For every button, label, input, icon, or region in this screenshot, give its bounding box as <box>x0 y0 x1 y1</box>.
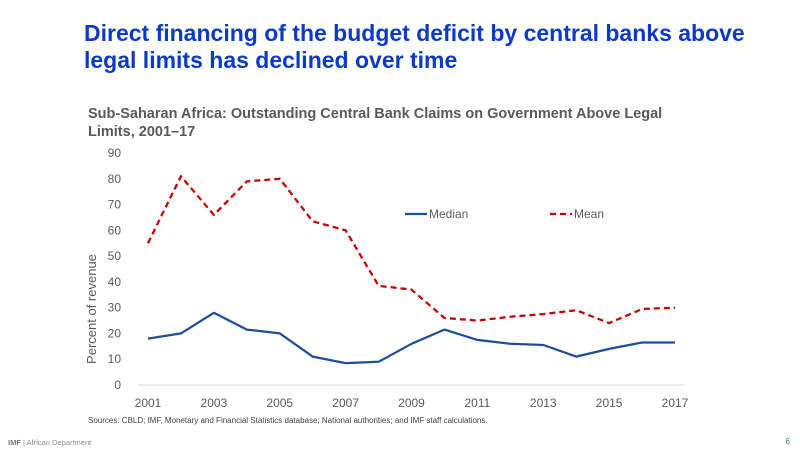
y-tick-label: 60 <box>108 223 122 237</box>
y-tick-label: 20 <box>108 326 122 340</box>
footer-organization: IMF | African Department <box>8 438 91 447</box>
legend-label-mean: Mean <box>574 207 604 221</box>
x-tick-label: 2017 <box>662 396 689 410</box>
chart-title: Sub-Saharan Africa: Outstanding Central … <box>88 106 663 140</box>
y-tick-label: 40 <box>108 275 122 289</box>
y-tick-label: 80 <box>108 172 122 186</box>
series-lines <box>146 175 676 365</box>
y-axis-label: Percent of revenue <box>84 254 99 364</box>
legend-label-median: Median <box>429 207 468 221</box>
y-tick-label: 10 <box>108 352 122 366</box>
x-tick-label: 2005 <box>266 396 293 410</box>
y-tick-label: 50 <box>108 249 122 263</box>
x-tick-label: 2013 <box>530 396 557 410</box>
x-tick-label: 2011 <box>464 396 490 410</box>
x-tick-label: 2003 <box>201 396 228 410</box>
slide-title: Direct financing of the budget deficit b… <box>84 20 745 73</box>
source-note: Sources: CBLD; IMF, Monetary and Financi… <box>88 416 488 425</box>
x-tick-label: 2007 <box>332 396 359 410</box>
x-tick-label: 2009 <box>398 396 425 410</box>
y-axis-ticks: 0 10 20 30 40 50 60 70 80 90 <box>108 146 122 392</box>
footer-department: | African Department <box>20 438 92 447</box>
series-line-mean <box>146 175 676 325</box>
page-number: 6 <box>785 437 790 446</box>
x-axis-ticks: 2001 2003 2005 2007 2009 2011 2013 2015 2017 <box>135 396 689 410</box>
y-tick-label: 30 <box>108 301 122 315</box>
y-tick-label: 90 <box>108 146 122 160</box>
y-tick-label: 0 <box>114 378 121 392</box>
x-tick-label: 2015 <box>596 396 623 410</box>
footer-org-name: IMF <box>8 438 21 447</box>
legend: Median Mean <box>405 207 604 221</box>
y-tick-label: 70 <box>108 198 122 212</box>
x-tick-label: 2001 <box>135 396 162 410</box>
series-line-median <box>147 311 675 365</box>
